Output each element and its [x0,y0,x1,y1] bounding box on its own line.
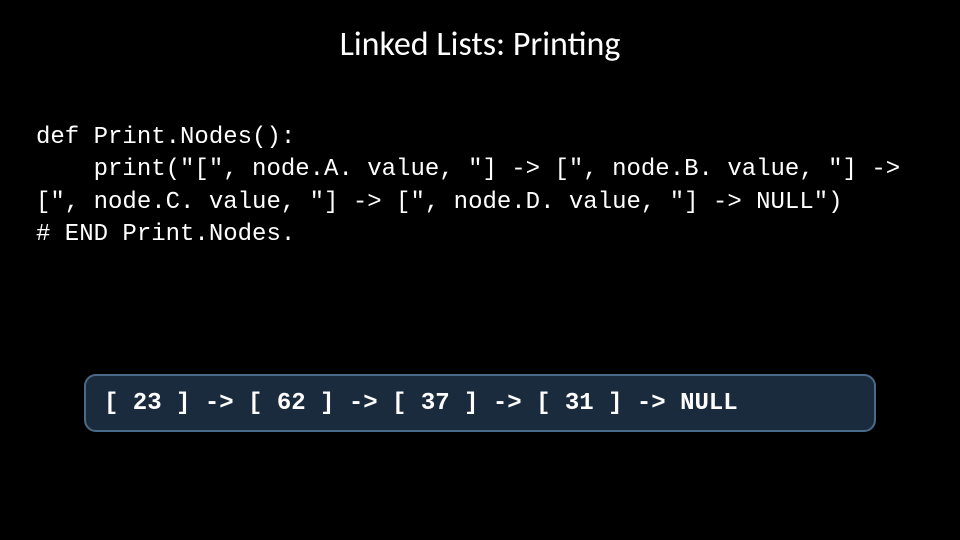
code-block: def Print.Nodes(): print("[", node.A. va… [36,122,924,252]
output-text: [ 23 ] -> [ 62 ] -> [ 37 ] -> [ 31 ] -> … [104,390,738,417]
output-box: [ 23 ] -> [ 62 ] -> [ 37 ] -> [ 31 ] -> … [84,374,876,432]
slide-title: Linked Lists: Printing [0,24,960,65]
